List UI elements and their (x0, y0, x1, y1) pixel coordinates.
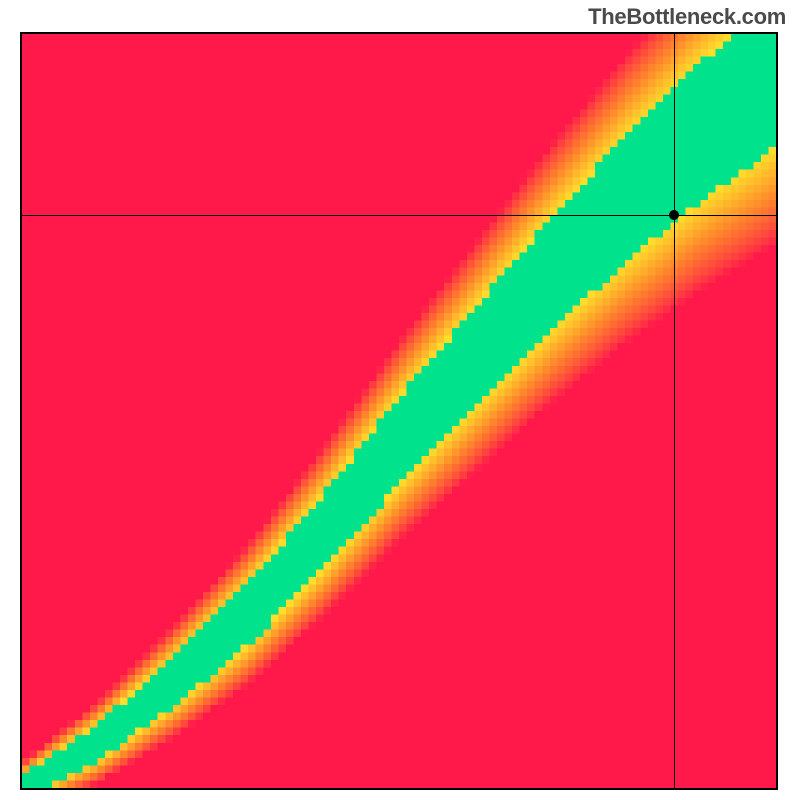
crosshair-vertical (674, 34, 675, 788)
chart-container: TheBottleneck.com (0, 0, 800, 800)
heatmap-canvas (22, 34, 776, 788)
selection-marker (669, 210, 679, 220)
bottleneck-heatmap (20, 32, 778, 790)
attribution-text: TheBottleneck.com (588, 4, 786, 30)
crosshair-horizontal (22, 215, 776, 216)
